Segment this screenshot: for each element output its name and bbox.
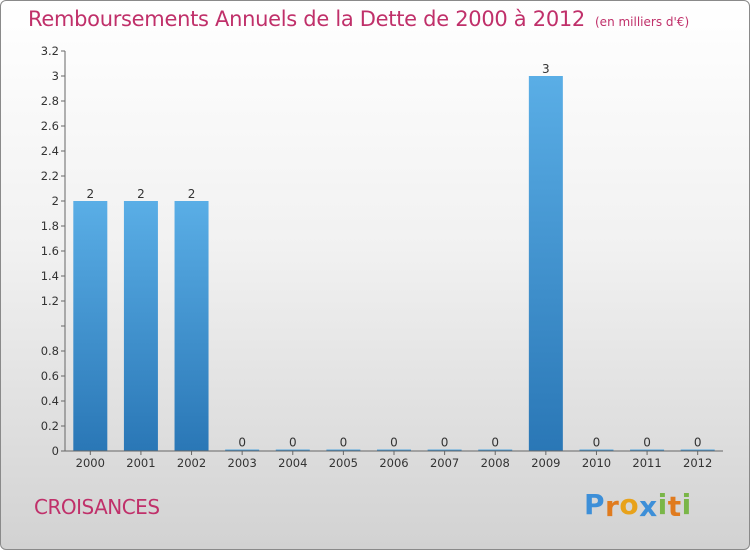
- chart-title-text: Remboursements Annuels de la Dette de 20…: [28, 7, 585, 31]
- y-tick-label-0: 0: [52, 444, 59, 458]
- brand-letter: P: [584, 488, 606, 521]
- x-tick-label-2008: 2008: [481, 456, 510, 470]
- bar-2006: [377, 449, 411, 451]
- value-label-2006: 0: [390, 436, 398, 450]
- x-tick-label-2007: 2007: [430, 456, 459, 470]
- brand-letter: x: [639, 490, 658, 523]
- value-label-2003: 0: [238, 436, 246, 450]
- bar-2012: [680, 449, 715, 451]
- y-tick-label-1.2: 1.2: [41, 294, 59, 308]
- bar-2008: [478, 449, 513, 451]
- brand-letter: i: [681, 488, 692, 521]
- x-tick-label-2010: 2010: [582, 456, 611, 470]
- value-label-2005: 0: [340, 436, 348, 450]
- bar-2005: [326, 449, 361, 451]
- bar-2004: [275, 449, 310, 451]
- y-tick-label-2.4: 2.4: [41, 144, 59, 158]
- x-tick-label-2006: 2006: [379, 456, 408, 470]
- brand-logo: Proxiti: [584, 488, 692, 523]
- y-tick-label-0.6: 0.6: [41, 369, 59, 383]
- x-tick-label-2002: 2002: [177, 456, 206, 470]
- x-tick-label-2004: 2004: [278, 456, 307, 470]
- y-tick-label-1.8: 1.8: [41, 219, 59, 233]
- bar-2010: [579, 449, 614, 451]
- value-label-2010: 0: [593, 436, 601, 450]
- brand-letter: t: [667, 490, 682, 523]
- value-label-2008: 0: [491, 436, 499, 450]
- bar-2009: [528, 76, 563, 451]
- value-label-2000: 2: [86, 187, 94, 201]
- x-tick-label-2012: 2012: [683, 456, 712, 470]
- value-label-2004: 0: [289, 436, 297, 450]
- bar-2007: [427, 449, 462, 451]
- y-tick-label-0.8: 0.8: [41, 344, 59, 358]
- y-tick-label-0.2: 0.2: [41, 419, 59, 433]
- y-tick-label-3: 3: [52, 69, 59, 83]
- x-tick-label-2000: 2000: [76, 456, 105, 470]
- value-label-2011: 0: [643, 436, 651, 450]
- y-tick-label-3.2: 3.2: [41, 44, 59, 58]
- bar-2000: [73, 201, 108, 451]
- value-label-2002: 2: [188, 187, 196, 201]
- y-tick-label-2.2: 2.2: [41, 169, 59, 183]
- value-label-2009: 3: [542, 62, 550, 76]
- x-tick-label-2011: 2011: [632, 456, 661, 470]
- value-label-2001: 2: [137, 187, 145, 201]
- brand-letter: i: [657, 488, 668, 521]
- y-tick-label-1.6: 1.6: [41, 244, 59, 258]
- bar-2002: [174, 201, 209, 451]
- location-name: CROISANCES: [34, 495, 160, 519]
- x-tick-label-2003: 2003: [228, 456, 257, 470]
- x-tick-label-2005: 2005: [329, 456, 358, 470]
- brand-letter: r: [605, 490, 620, 523]
- y-tick-label-2.8: 2.8: [41, 94, 59, 108]
- chart-unit: (en milliers d'€): [595, 15, 690, 29]
- bar-2001: [123, 201, 158, 451]
- y-tick-label-0.4: 0.4: [41, 394, 59, 408]
- chart-title: Remboursements Annuels de la Dette de 20…: [28, 7, 689, 31]
- value-label-2012: 0: [694, 436, 702, 450]
- x-tick-label-2009: 2009: [531, 456, 560, 470]
- value-label-2007: 0: [441, 436, 449, 450]
- y-tick-label-2: 2: [52, 194, 59, 208]
- brand-letter: o: [619, 488, 640, 521]
- bar-2003: [225, 449, 260, 451]
- bar-2011: [630, 449, 665, 451]
- y-tick-label-1.4: 1.4: [41, 269, 59, 283]
- y-tick-label-2.6: 2.6: [41, 119, 59, 133]
- x-tick-label-2001: 2001: [126, 456, 155, 470]
